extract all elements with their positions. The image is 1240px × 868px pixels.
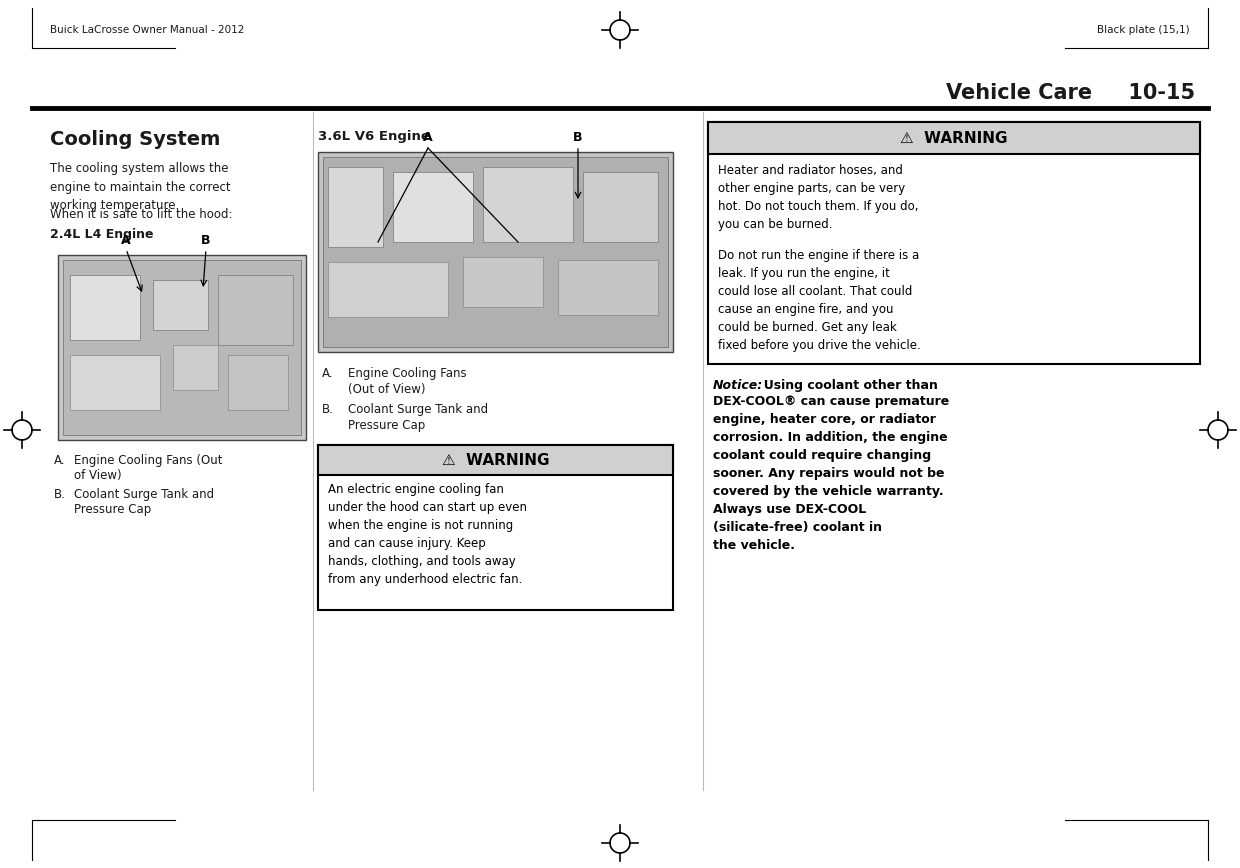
Text: Vehicle Care     10-15: Vehicle Care 10-15	[946, 83, 1195, 103]
Bar	[329, 167, 383, 247]
Text: DEX-COOL® can cause premature
engine, heater core, or radiator
corrosion. In add: DEX-COOL® can cause premature engine, he…	[713, 395, 950, 552]
Bar	[69, 355, 160, 410]
Text: 2.4L L4 Engine: 2.4L L4 Engine	[50, 228, 154, 241]
Text: Cooling System: Cooling System	[50, 130, 221, 149]
Text: Engine Cooling Fans (Out: Engine Cooling Fans (Out	[74, 454, 222, 467]
Text: ⚠  WARNING: ⚠ WARNING	[900, 130, 1008, 146]
Text: Black plate (15,1): Black plate (15,1)	[1097, 25, 1190, 35]
Text: Heater and radiator hoses, and
other engine parts, can be very
hot. Do not touch: Heater and radiator hoses, and other eng…	[718, 164, 919, 231]
Text: A.: A.	[322, 367, 334, 380]
Text: ⚠  WARNING: ⚠ WARNING	[441, 452, 549, 468]
Bar	[174, 345, 218, 390]
Text: A: A	[122, 234, 130, 247]
Text: An electric engine cooling fan
under the hood can start up even
when the engine : An electric engine cooling fan under the…	[329, 483, 527, 586]
Bar	[708, 122, 1200, 364]
Bar	[329, 262, 448, 317]
Bar	[317, 445, 673, 610]
Bar	[218, 275, 293, 345]
Bar	[63, 260, 301, 435]
Bar	[393, 172, 472, 242]
Text: Pressure Cap: Pressure Cap	[74, 503, 151, 516]
Bar	[463, 257, 543, 307]
Bar	[69, 275, 140, 340]
Text: B.: B.	[55, 488, 66, 501]
Text: Using coolant other than: Using coolant other than	[755, 379, 937, 392]
Bar	[708, 122, 1200, 154]
Bar	[317, 445, 673, 475]
Text: Pressure Cap: Pressure Cap	[348, 419, 425, 432]
Text: Coolant Surge Tank and: Coolant Surge Tank and	[348, 403, 489, 416]
Text: B: B	[201, 234, 211, 247]
Text: When it is safe to lift the hood:: When it is safe to lift the hood:	[50, 208, 233, 221]
Text: B: B	[573, 131, 583, 144]
Text: A.: A.	[55, 454, 66, 467]
Bar	[317, 152, 673, 352]
Bar	[583, 172, 658, 242]
Text: Do not run the engine if there is a
leak. If you run the engine, it
could lose a: Do not run the engine if there is a leak…	[718, 249, 921, 352]
Bar	[484, 167, 573, 242]
Text: Coolant Surge Tank and: Coolant Surge Tank and	[74, 488, 215, 501]
Text: of View): of View)	[74, 469, 122, 482]
Text: The cooling system allows the
engine to maintain the correct
working temperature: The cooling system allows the engine to …	[50, 162, 231, 212]
Text: Buick LaCrosse Owner Manual - 2012: Buick LaCrosse Owner Manual - 2012	[50, 25, 244, 35]
Bar	[558, 260, 658, 315]
Bar	[322, 157, 668, 347]
Bar	[58, 255, 306, 440]
Text: 3.6L V6 Engine: 3.6L V6 Engine	[317, 130, 430, 143]
Text: A: A	[423, 131, 433, 144]
Bar	[228, 355, 288, 410]
Text: Notice:: Notice:	[713, 379, 764, 392]
Text: Engine Cooling Fans: Engine Cooling Fans	[348, 367, 466, 380]
Text: B.: B.	[322, 403, 334, 416]
Bar	[153, 280, 208, 330]
Text: (Out of View): (Out of View)	[348, 383, 425, 396]
